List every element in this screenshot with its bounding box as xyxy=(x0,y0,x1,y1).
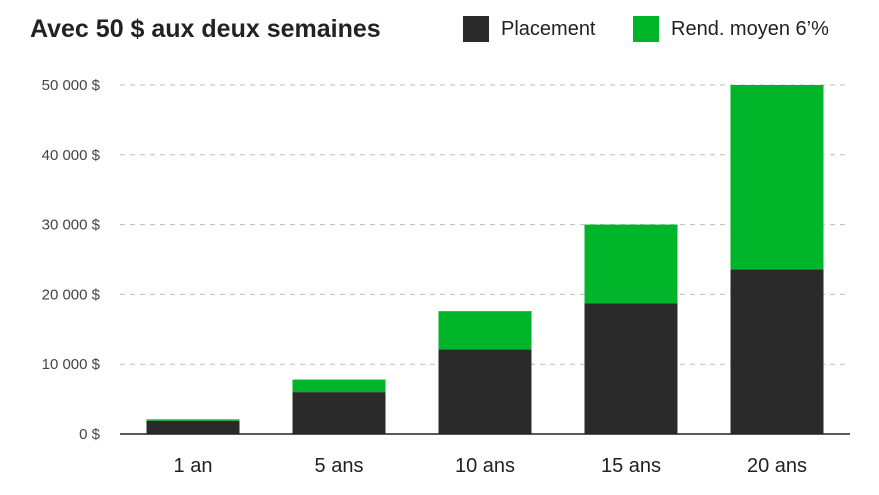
y-tick-label: 10 000 $ xyxy=(42,356,101,373)
bar-placement xyxy=(146,420,240,434)
bar-rendement xyxy=(292,379,386,393)
y-tick-label: 20 000 $ xyxy=(42,286,101,303)
bar-rendement xyxy=(438,311,532,350)
x-tick-label: 20 ans xyxy=(747,455,807,477)
y-tick-label: 30 000 $ xyxy=(42,217,101,234)
bar-rendement xyxy=(584,224,678,304)
bar-rendement xyxy=(146,419,240,421)
bar-placement xyxy=(292,392,386,434)
x-tick-label: 5 ans xyxy=(315,455,364,477)
y-tick-label: 40 000 $ xyxy=(42,147,101,164)
bar-placement xyxy=(584,303,678,434)
x-tick-label: 10 ans xyxy=(455,455,515,477)
y-tick-label: 50 000 $ xyxy=(42,77,101,94)
legend-label-rendement: Rend. moyen 6’% xyxy=(671,18,829,40)
bar-rendement xyxy=(730,85,824,270)
bar-placement xyxy=(438,349,532,434)
x-tick-label: 1 an xyxy=(174,455,213,477)
chart-title: Avec 50 $ aux deux semaines xyxy=(30,15,381,43)
legend-swatch-placement xyxy=(463,16,489,42)
y-axis-ticks: 0 $ 10 000 $ 20 000 $ 30 000 $ 40 000 $ 50 00… xyxy=(42,77,101,443)
legend-label-placement: Placement xyxy=(501,18,596,40)
x-tick-label: 15 ans xyxy=(601,455,661,477)
y-tick-label: 0 $ xyxy=(79,426,101,443)
legend-swatch-rendement xyxy=(633,16,659,42)
x-axis-ticks: 1 an 5 ans 10 ans 15 ans 20 ans xyxy=(174,455,808,477)
bar-placement xyxy=(730,269,824,434)
bars xyxy=(146,85,824,434)
